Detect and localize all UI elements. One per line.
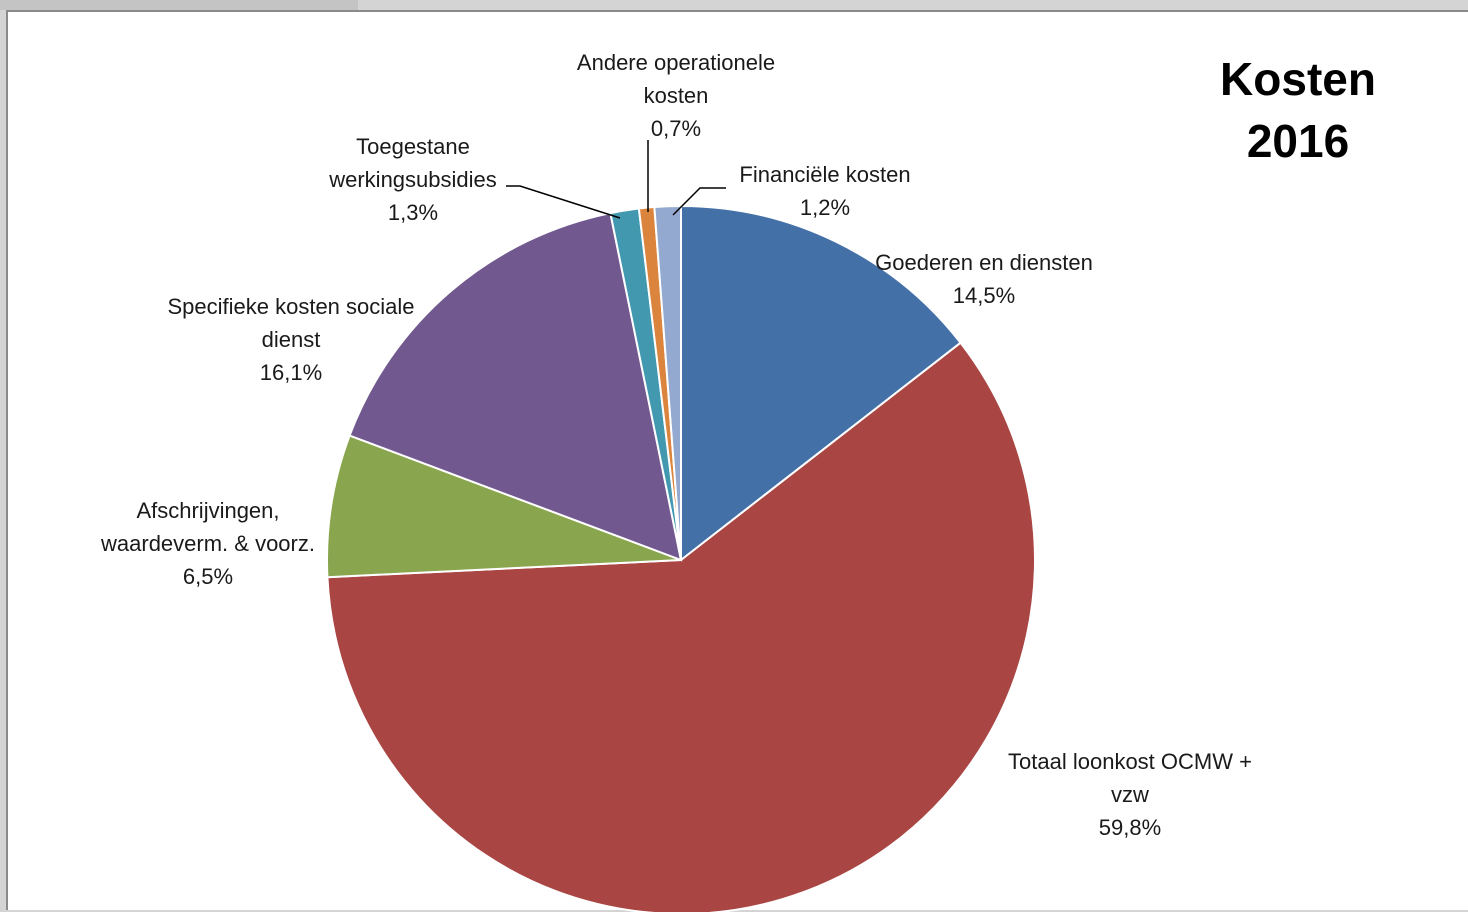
- slice-labels: Goederen en diensten 14,5% Totaal loonkost…: [100, 50, 1252, 840]
- slice-label: Goederen en diensten 14,5%: [875, 250, 1093, 308]
- slice-label: Totaal loonkost OCMW + vzw 59,8%: [1008, 749, 1252, 840]
- pie-slice: [680, 204, 962, 563]
- slice-label: Afschrijvingen, waardeverm. & voorz. 6,5%: [100, 498, 315, 589]
- chart-title: Kosten 2016: [1158, 48, 1438, 172]
- slice-name-label: Goederen en diensten: [875, 250, 1093, 275]
- slice-value-label: 14,5%: [953, 283, 1015, 308]
- leader-line: [672, 187, 726, 216]
- slice-name-label: dienst: [262, 327, 321, 352]
- slice-value-label: 59,8%: [1099, 815, 1161, 840]
- slice-name-label: Toegestane: [356, 134, 470, 159]
- slice-name-label: vzw: [1111, 782, 1149, 807]
- slice-label: Specifieke kosten sociale dienst 16,1%: [167, 294, 414, 385]
- window-tab: [0, 0, 358, 10]
- slice-name-label: waardeverm. & voorz.: [100, 531, 315, 556]
- pie-slice: [326, 341, 1037, 912]
- slice-label: Financiële kosten 1,2%: [739, 162, 910, 220]
- slice-name-label: Andere operationele: [577, 50, 775, 75]
- leader-lines: [506, 140, 726, 219]
- pie-slice: [348, 211, 683, 562]
- slice-name-label: Afschrijvingen,: [136, 498, 279, 523]
- slice-label: Toegestane werkingsubsidies 1,3%: [328, 134, 497, 225]
- slice-name-label: Specifieke kosten sociale: [167, 294, 414, 319]
- slice-value-label: 16,1%: [260, 360, 322, 385]
- slice-value-label: 6,5%: [183, 564, 233, 589]
- pie-chart: Goederen en diensten 14,5% Totaal loonkost…: [100, 50, 1252, 912]
- slice-name-label: werkingsubsidies: [328, 167, 497, 192]
- slice-value-label: 1,3%: [388, 200, 438, 225]
- slice-value-label: 1,2%: [800, 195, 850, 220]
- pie-slices: [326, 204, 1037, 912]
- slice-name-label: Totaal loonkost OCMW +: [1008, 749, 1252, 774]
- chart-title-line-2: 2016: [1246, 115, 1350, 167]
- chart-area: Goederen en diensten 14,5% Totaal loonkost…: [6, 10, 1468, 912]
- slice-value-label: 0,7%: [651, 116, 701, 141]
- pie-slice: [326, 434, 682, 579]
- leader-line: [506, 185, 621, 219]
- chart-title-line-1: Kosten: [1220, 53, 1376, 105]
- slice-label: Andere operationele kosten 0,7%: [577, 50, 775, 141]
- slice-name-label: kosten: [644, 83, 709, 108]
- slice-name-label: Financiële kosten: [739, 162, 910, 187]
